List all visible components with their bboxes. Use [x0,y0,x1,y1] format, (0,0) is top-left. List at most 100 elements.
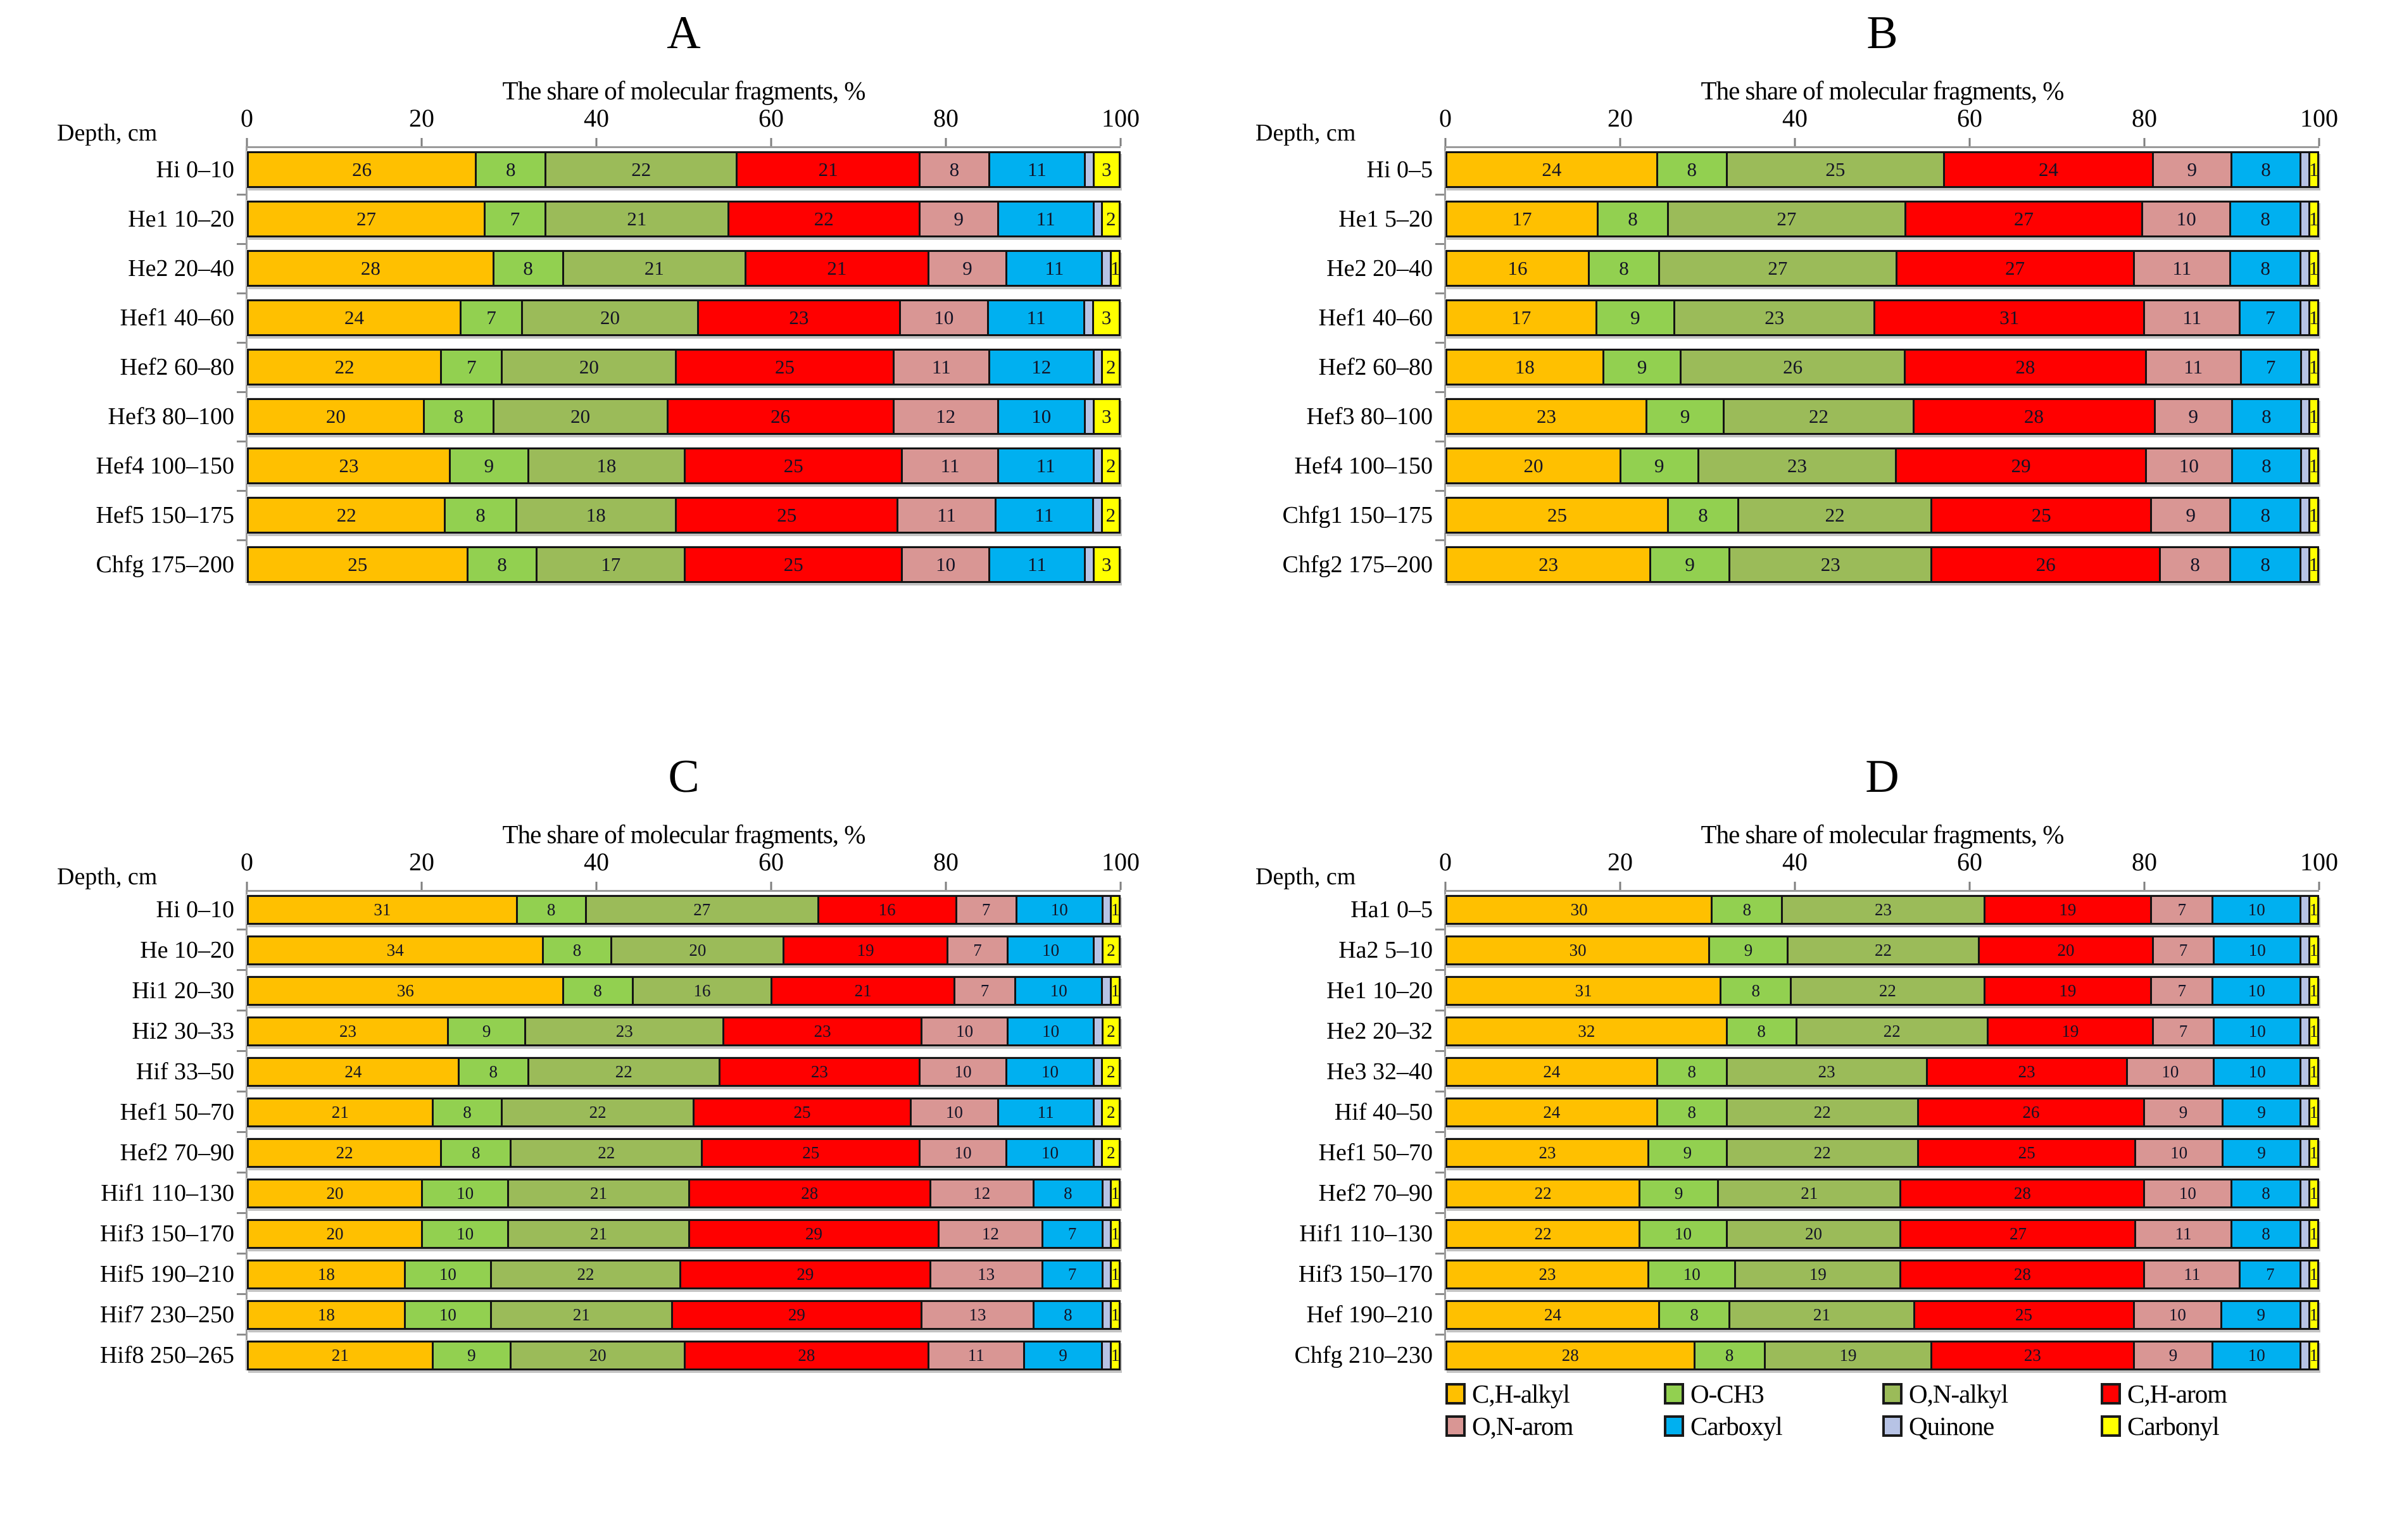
stacked-bar: 23 9 22 25 10 9 1 [1445,1137,2319,1168]
stacked-bar: 30 8 23 19 7 10 1 [1445,894,2319,925]
bar-segment-carboxyl: 10 [1014,977,1102,1004]
bar-segment-o_ch3: 10 [403,1261,490,1287]
segment-value: 10 [1050,899,1068,919]
row-label: He3 32–40 [1326,1058,1433,1086]
stacked-bar: 24 8 21 25 10 9 1 [1445,1299,2319,1330]
segment-value: 1 [2309,1224,2318,1243]
bar-segment-on_arom: 10 [910,1099,997,1125]
bar-segment-ch_alkyl: 22 [1447,1180,1639,1206]
bar-segment-carbonyl: 1 [2308,498,2318,532]
segment-value: 1 [2308,356,2319,379]
bar-segment-carboxyl: 8 [2229,498,2300,532]
bar-row: Hef2 70–90 22 8 22 25 10 10 2 [19,1130,1198,1168]
bar-segment-o_ch3: 9 [446,1018,525,1044]
x-tick-mark [595,881,598,890]
bar-segment-on_arom: 7 [955,896,1016,923]
segment-value: 9 [2179,1102,2188,1122]
bar-segment-on_arom: 7 [2151,1018,2213,1044]
segment-value: 10 [2176,208,2196,230]
bar-segment-carbonyl: 1 [1110,1220,1119,1247]
x-tick-label: 60 [1957,103,1982,132]
segment-value: 22 [814,208,834,230]
x-tick-mark [246,881,248,890]
bar-segment-carbonyl: 1 [2308,1180,2318,1206]
segment-value: 36 [396,980,414,1000]
bar-segment-o_ch3: 9 [1639,1180,1717,1206]
row-label: He 10–20 [140,937,234,964]
segment-value: 31 [374,899,391,919]
bar-segment-on_arom: 10 [2144,449,2231,482]
axis-header-row: Depth, cm 0 20 40 60 80 100 [1217,103,2397,148]
segment-value: 23 [1818,1061,1835,1081]
bar-segment-on_alkyl: 21 [1728,1301,1913,1328]
x-tick-mark [246,137,248,146]
bar-segment-on_alkyl: 21 [507,1220,688,1247]
segment-value: 12 [936,405,956,428]
x-tick-label: 100 [1102,847,1140,876]
row-label: Hif5 190–210 [99,1261,234,1288]
segment-value: 11 [1026,306,1046,329]
bar-segment-ch_alkyl: 22 [1447,1220,1639,1247]
segment-value: 8 [1751,980,1760,1000]
segment-value: 8 [1698,504,1708,527]
row-label: He2 20–40 [1326,254,1433,282]
y-axis-title: Depth, cm [1255,119,1356,146]
bar-segment-quinone [1101,251,1110,285]
bar-segment-ch_alkyl: 31 [1447,977,1720,1004]
bar-segment-ch_alkyl: 18 [249,1301,404,1328]
segment-value: 9 [1680,405,1690,428]
bar-segment-quinone [2299,1058,2309,1085]
bar-row: Hif1 110–130 20 10 21 28 12 8 1 [19,1171,1198,1208]
bar-segment-o_ch3: 8 [1588,251,1659,285]
row-label: Chfg 210–230 [1294,1342,1433,1369]
row-label: Ha1 0–5 [1350,896,1433,923]
row-label: Hef2 70–90 [120,1139,234,1167]
bar-segment-ch_arom: 20 [1978,937,2152,963]
panel-title-letter: D [1865,751,1899,803]
segment-value: 19 [2059,980,2077,1000]
segment-value: 19 [2061,1021,2079,1041]
bar-segment-carboxyl: 11 [1005,251,1102,285]
bar-segment-on_arom: 10 [918,1139,1006,1166]
x-tick-mark [1968,881,1971,890]
segment-value: 18 [596,454,617,477]
bar-segment-o_ch3: 8 [1720,977,1790,1004]
bar-segment-carbonyl: 2 [1101,1139,1119,1166]
segment-value: 25 [2031,504,2051,527]
segment-value: 11 [1036,454,1055,477]
stacked-bar: 32 8 22 19 7 10 1 [1445,1016,2319,1046]
segment-value: 8 [2262,1224,2270,1243]
bar-segment-ch_alkyl: 20 [249,1220,422,1247]
bar-row: Hif3 150–170 20 10 21 29 12 7 1 [19,1211,1198,1249]
segment-value: 11 [1035,504,1054,527]
bar-row: Hif5 190–210 18 10 22 29 13 7 1 [19,1252,1198,1289]
segment-value: 1 [2309,980,2318,1000]
bar-segment-on_arom: 10 [918,1058,1006,1085]
bar-segment-carboxyl: 11 [986,301,1084,334]
bar-segment-on_alkyl: 22 [1790,977,1984,1004]
segment-value: 27 [693,899,711,919]
bar-segment-carboxyl: 8 [2230,153,2300,186]
segment-value: 10 [456,1183,474,1203]
legend-label: O,N-alkyl [1909,1379,2008,1408]
bar-segment-carboxyl: 8 [2229,548,2300,581]
row-label: Hef2 60–80 [120,353,234,380]
segment-value: 8 [2262,405,2272,428]
segment-value: 1 [1110,257,1121,280]
stacked-bar: 17 9 23 31 11 7 1 [1445,299,2319,336]
bar-segment-carbonyl: 1 [2308,350,2319,384]
bar-segment-carboxyl: 8 [2229,251,2300,285]
bar-segment-on_arom: 10 [898,301,987,334]
legend-item-quinone: Quinone [1882,1413,2101,1439]
bar-segment-on_alkyl: 20 [521,301,697,334]
bar-segment-on_alkyl: 22 [1725,1099,1917,1125]
segment-value: 8 [593,980,602,1000]
x-tick-label: 20 [1607,103,1633,132]
bar-segment-ch_arom: 28 [1912,399,2154,433]
bar-segment-on_alkyl: 23 [1697,449,1896,482]
bar-segment-carboxyl: 7 [2239,350,2300,384]
x-tick-mark [595,137,598,146]
segment-value: 21 [1813,1305,1830,1324]
segment-value: 22 [1534,1224,1552,1243]
bar-segment-carbonyl: 2 [1101,202,1119,235]
